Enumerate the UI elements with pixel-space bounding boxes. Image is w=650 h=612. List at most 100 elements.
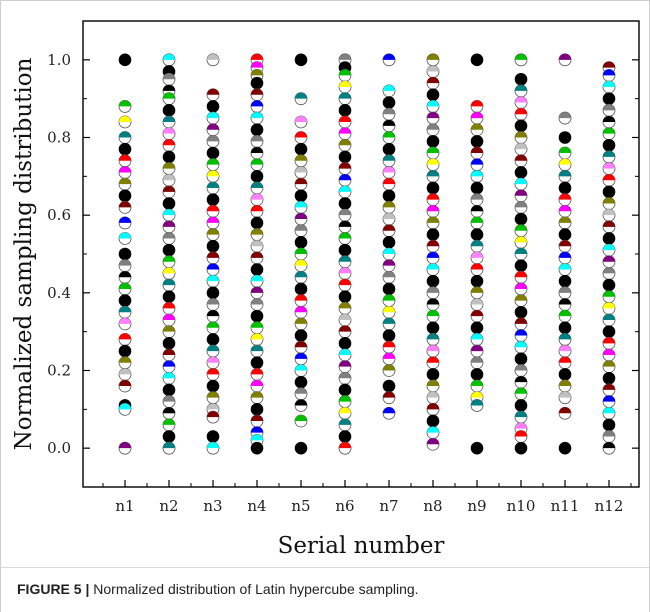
data-point-n6 [339, 93, 351, 105]
data-point-n12 [603, 151, 615, 163]
data-point-n8 [427, 380, 439, 392]
data-point-n9 [471, 135, 483, 147]
data-point-n1 [119, 132, 131, 144]
data-point-n11 [559, 194, 571, 206]
data-point-n7 [383, 225, 395, 237]
data-point-n2 [163, 151, 175, 163]
data-point-n5 [295, 442, 307, 454]
data-point-n12 [603, 128, 615, 140]
data-point-n5 [295, 236, 307, 248]
data-point-n12 [603, 361, 615, 373]
data-point-n3 [207, 217, 219, 229]
data-point-n3 [207, 194, 219, 206]
data-point-n5 [295, 93, 307, 105]
data-point-n5 [295, 399, 307, 411]
data-point-n9 [471, 287, 483, 299]
data-point-n12 [603, 431, 615, 443]
data-point-n2 [163, 128, 175, 140]
data-point-n8 [427, 427, 439, 439]
data-point-n9 [471, 229, 483, 241]
data-point-n8 [427, 124, 439, 136]
data-point-n9 [471, 205, 483, 217]
data-point-n12 [603, 349, 615, 361]
data-point-n4 [251, 298, 263, 310]
data-point-n3 [207, 411, 219, 423]
data-point-n3 [207, 368, 219, 380]
data-point-n8 [427, 240, 439, 252]
data-point-n4 [251, 415, 263, 427]
data-point-n5 [295, 295, 307, 307]
data-point-n12 [603, 221, 615, 233]
scatter-chart: 0.0 0.2 0.4 0.6 0.8 1.0 n1 n2 n3 n4 n5 n6 n7 n8 n9 n10… [1, 1, 649, 567]
data-point-n8 [427, 368, 439, 380]
data-point-n7 [383, 330, 395, 342]
data-point-n10 [515, 54, 527, 66]
data-point-n7 [383, 248, 395, 260]
data-point-n9 [471, 380, 483, 392]
data-point-n7 [383, 108, 395, 120]
data-point-n5 [295, 132, 307, 144]
data-point-n5 [295, 283, 307, 295]
data-point-n8 [427, 194, 439, 206]
data-point-n12 [603, 314, 615, 326]
data-point-n6 [339, 396, 351, 408]
data-point-n2 [163, 372, 175, 384]
data-point-n7 [383, 54, 395, 66]
data-point-n11 [559, 345, 571, 357]
x-tick-label: n8 [423, 497, 442, 515]
data-point-n11 [559, 159, 571, 171]
data-point-n12 [603, 174, 615, 186]
data-point-n11 [559, 333, 571, 345]
data-point-n4 [251, 368, 263, 380]
data-point-n11 [559, 147, 571, 159]
data-point-n4 [251, 89, 263, 101]
data-point-n1 [119, 283, 131, 295]
data-point-n1 [119, 260, 131, 272]
data-point-n6 [339, 279, 351, 291]
data-point-n5 [295, 155, 307, 167]
data-point-n4 [251, 240, 263, 252]
data-point-n10 [515, 271, 527, 283]
y-tick-label: 0.6 [47, 206, 71, 224]
data-point-n6 [339, 186, 351, 198]
data-point-n4 [251, 77, 263, 89]
data-point-n12 [603, 326, 615, 338]
data-point-n3 [207, 264, 219, 276]
data-point-n8 [427, 415, 439, 427]
data-point-n7 [383, 85, 395, 97]
data-point-n8 [427, 345, 439, 357]
data-point-n8 [427, 147, 439, 159]
data-point-n8 [427, 89, 439, 101]
data-point-n3 [207, 112, 219, 124]
data-point-n6 [339, 349, 351, 361]
data-point-n9 [471, 264, 483, 276]
data-point-n4 [251, 287, 263, 299]
data-point-n4 [251, 275, 263, 287]
data-point-n3 [207, 431, 219, 443]
data-point-n9 [471, 298, 483, 310]
data-point-n9 [471, 357, 483, 369]
data-point-n1 [119, 166, 131, 178]
data-point-n9 [471, 399, 483, 411]
data-point-n3 [207, 89, 219, 101]
data-point-n9 [471, 345, 483, 357]
data-point-n8 [427, 77, 439, 89]
data-point-n3 [207, 333, 219, 345]
data-point-n7 [383, 306, 395, 318]
y-axis-title: Normalized sampling distribution [11, 57, 37, 450]
data-point-n11 [559, 287, 571, 299]
data-point-n4 [251, 217, 263, 229]
data-point-n10 [515, 178, 527, 190]
data-point-n9 [471, 333, 483, 345]
data-point-n2 [163, 244, 175, 256]
data-point-n8 [427, 287, 439, 299]
data-point-n8 [427, 357, 439, 369]
data-point-n6 [339, 291, 351, 303]
data-point-n6 [339, 151, 351, 163]
data-point-n5 [295, 213, 307, 225]
data-point-n11 [559, 310, 571, 322]
data-point-n3 [207, 357, 219, 369]
data-point-n4 [251, 392, 263, 404]
data-point-n6 [339, 139, 351, 151]
